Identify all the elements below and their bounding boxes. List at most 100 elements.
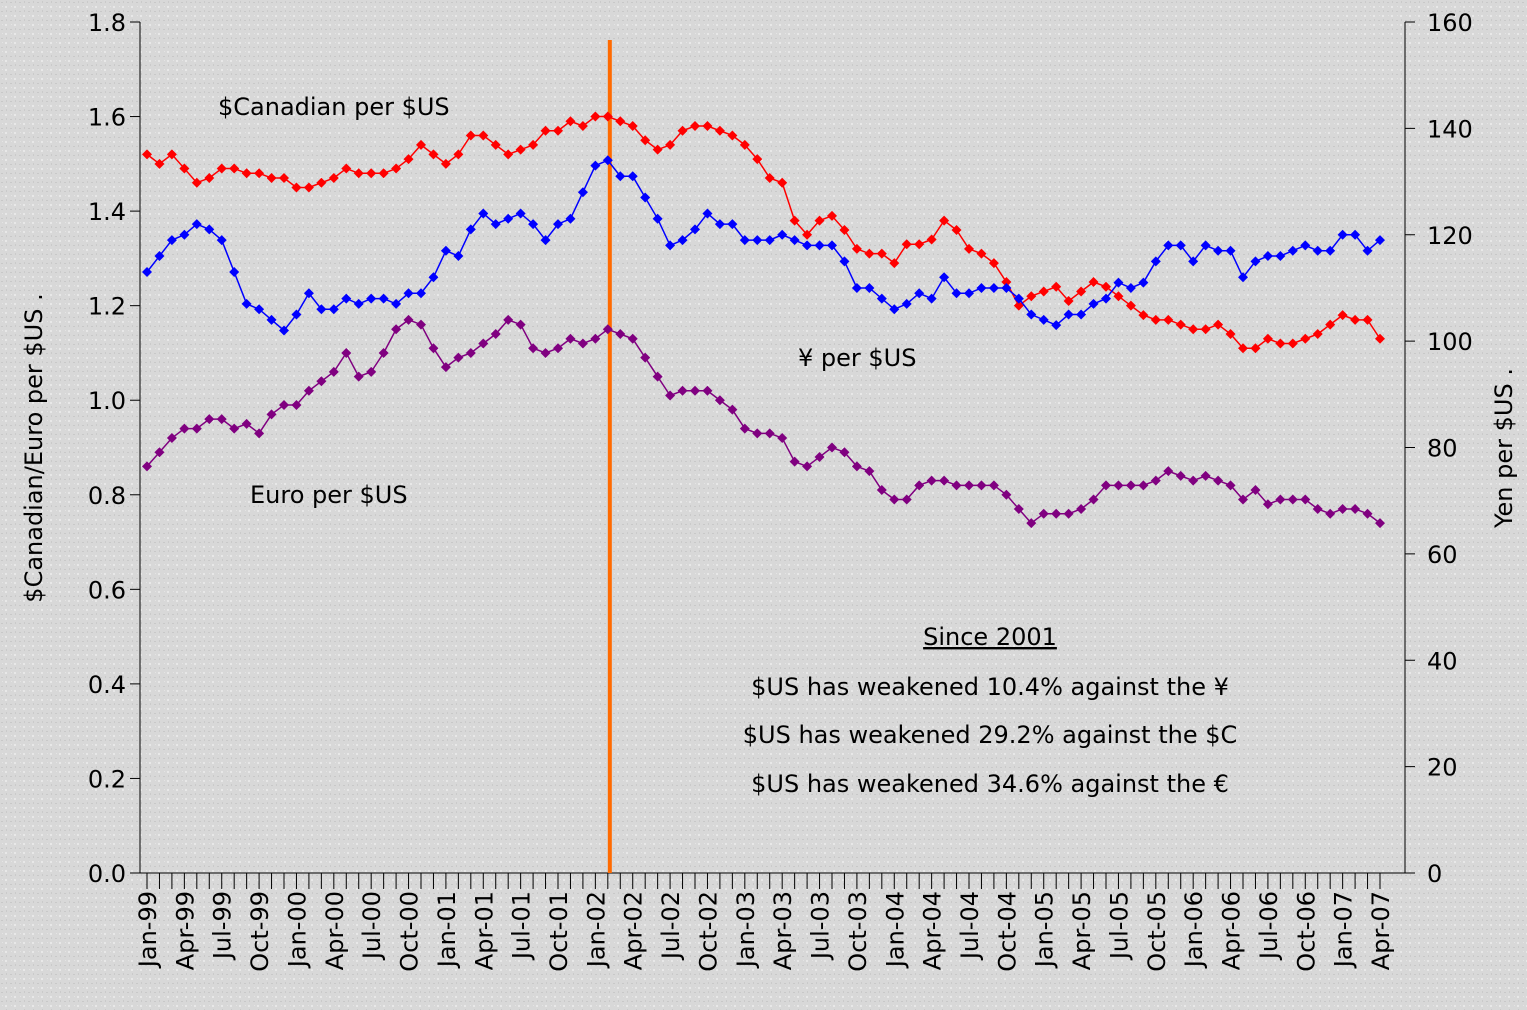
series-label: ¥ per $US	[798, 344, 916, 372]
data-point	[416, 288, 426, 299]
y-axis-title: $Canadian/Euro per $US .	[20, 293, 48, 602]
data-point	[814, 240, 825, 251]
data-point	[677, 125, 688, 136]
y-tick-label: 0.8	[88, 482, 126, 510]
x-tick-label: Jul-04	[956, 891, 984, 961]
x-tick-label: Jul-06	[1255, 891, 1283, 961]
data-point	[1026, 291, 1037, 302]
data-point	[988, 480, 999, 491]
data-point	[1088, 494, 1099, 505]
data-point	[279, 325, 289, 336]
data-point	[976, 248, 987, 259]
data-point	[229, 423, 240, 434]
data-point	[827, 240, 837, 251]
data-point	[391, 163, 402, 174]
data-point	[553, 219, 563, 230]
y2-tick-label: 0	[1427, 860, 1442, 888]
data-point	[627, 121, 638, 132]
data-point	[1350, 503, 1361, 514]
data-point	[1001, 277, 1012, 288]
data-point	[1076, 286, 1087, 297]
data-point	[166, 149, 177, 160]
data-point	[1026, 309, 1037, 320]
data-point	[1337, 229, 1348, 240]
data-point	[453, 352, 464, 363]
data-point	[652, 213, 663, 224]
x-tick-label: Jan-00	[283, 891, 311, 969]
data-point	[166, 433, 177, 444]
data-point	[1350, 229, 1361, 240]
data-point	[1262, 499, 1273, 510]
data-point	[453, 251, 464, 262]
data-point	[391, 298, 402, 309]
data-point	[1188, 475, 1199, 486]
x-tick-label: Apr-00	[321, 891, 349, 970]
data-point	[403, 314, 414, 325]
data-point	[988, 282, 999, 293]
data-point	[827, 210, 837, 221]
data-point	[503, 314, 514, 325]
data-point	[577, 338, 588, 349]
data-point	[142, 461, 152, 472]
data-point	[627, 333, 638, 344]
data-point	[316, 376, 327, 387]
data-point	[1375, 235, 1385, 246]
x-tick-label: Jan-03	[732, 891, 760, 969]
data-point	[154, 447, 165, 458]
data-point	[478, 208, 489, 219]
data-point	[702, 385, 713, 396]
data-point	[540, 235, 551, 246]
data-point	[291, 309, 302, 320]
data-point	[316, 304, 327, 315]
data-point	[714, 125, 725, 136]
data-point	[752, 235, 763, 246]
data-point	[789, 235, 800, 246]
data-point	[702, 208, 713, 219]
data-point	[789, 215, 800, 226]
data-point	[964, 480, 974, 491]
x-tick-label: Apr-02	[620, 891, 648, 970]
data-point	[490, 219, 501, 230]
data-point	[166, 235, 177, 246]
data-point	[914, 239, 925, 250]
data-point	[1200, 240, 1211, 251]
x-tick-label: Jan-06	[1180, 891, 1208, 969]
data-point	[1076, 309, 1087, 320]
data-point	[553, 125, 563, 136]
data-point	[702, 121, 713, 132]
data-point	[1101, 480, 1111, 491]
data-point	[739, 139, 750, 150]
data-point	[814, 215, 825, 226]
data-point	[602, 324, 613, 335]
x-tick-label: Oct-99	[246, 891, 274, 972]
x-tick-label: Jan-02	[582, 891, 610, 969]
data-point	[303, 385, 314, 396]
data-point	[403, 288, 414, 299]
data-point	[1150, 314, 1161, 325]
data-point	[665, 139, 676, 150]
data-point	[1138, 277, 1149, 288]
data-point	[1113, 277, 1124, 288]
data-point	[254, 428, 265, 439]
y2-tick-label: 60	[1427, 541, 1458, 569]
data-point	[303, 182, 314, 193]
data-point	[615, 116, 626, 127]
data-point	[353, 371, 364, 382]
data-point	[1225, 245, 1236, 256]
data-point	[1287, 494, 1298, 505]
data-point	[802, 461, 813, 472]
y2-axis-title: Yen per $US .	[1490, 368, 1518, 529]
data-point	[839, 225, 850, 236]
data-point	[652, 144, 663, 155]
data-point	[926, 293, 937, 304]
data-point	[154, 251, 165, 262]
data-point	[1325, 245, 1336, 256]
data-point	[1250, 343, 1261, 354]
data-point	[714, 395, 725, 406]
y2-tick-label: 40	[1427, 647, 1458, 675]
data-point	[901, 298, 912, 309]
data-point	[515, 319, 526, 330]
series-label: $Canadian per $US	[218, 93, 450, 121]
data-point	[291, 182, 302, 193]
data-point	[453, 149, 464, 160]
